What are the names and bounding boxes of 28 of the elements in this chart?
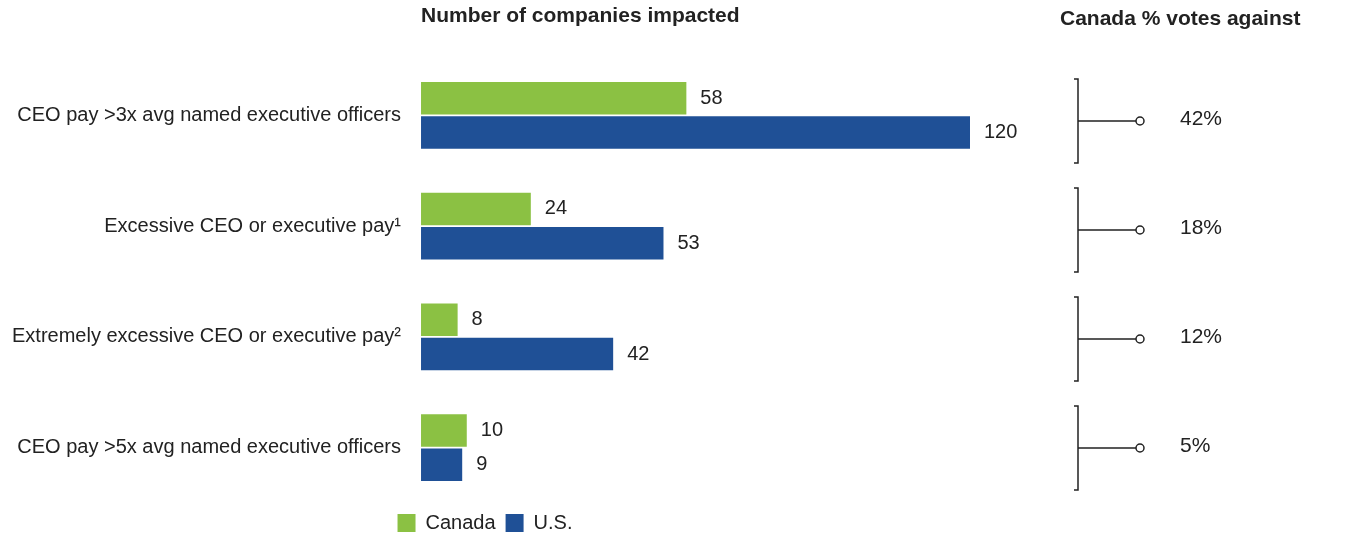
legend-label: Canada [425,510,497,533]
data-label: 24 [544,196,568,219]
bar [421,81,687,115]
data-label: 42 [627,341,650,364]
bar [421,192,531,226]
bar [421,303,458,337]
bar [421,116,970,149]
data-label: 58 [700,85,723,108]
data-label: 8 [471,307,483,330]
bar [421,414,467,447]
text: 42% [1180,106,1223,130]
data-label: 120 [984,120,1018,143]
data-label: 53 [677,230,700,253]
bar [421,226,664,260]
data-label: 10 [480,417,504,440]
bar [421,337,614,371]
text: 18% [1180,215,1223,239]
text: 5% [1180,433,1211,457]
text: Canada % votes against [1060,6,1301,30]
legend-label: U.S. [533,510,573,533]
y-tick-label: CEO pay >5x avg named executive officers [17,435,402,458]
y-tick-label: Excessive CEO or executive pay¹ [104,213,402,236]
bar [421,448,463,482]
data-label: 9 [476,452,488,475]
y-tick-label: Extremely excessive CEO or executive pay² [11,324,402,347]
chart-title: Number of companies impacted [421,3,740,27]
text: 12% [1180,324,1223,348]
y-tick-label: CEO pay >3x avg named executive officers [17,102,402,125]
